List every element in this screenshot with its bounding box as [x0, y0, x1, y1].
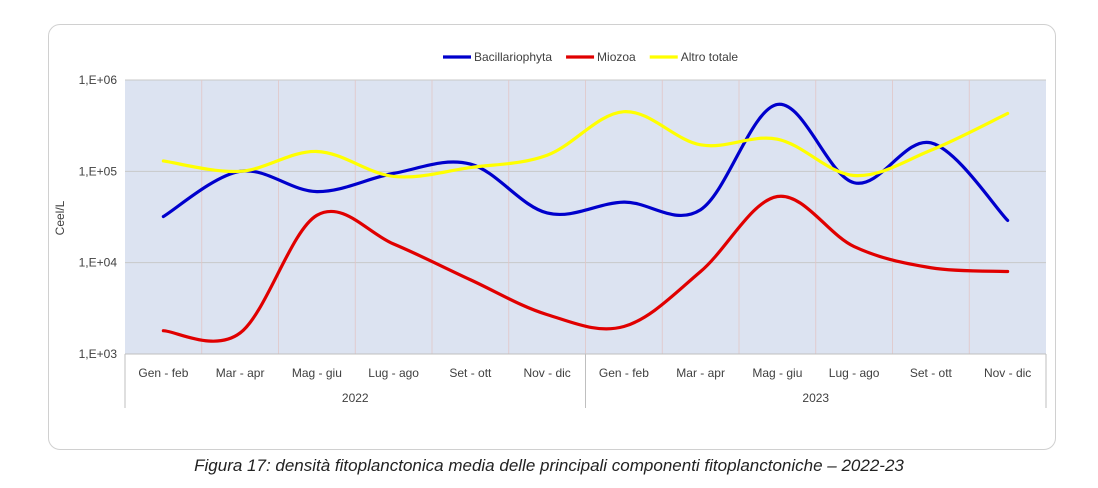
x-tick-label: Lug - ago — [829, 366, 880, 380]
series-line-bacillariophyta — [161, 102, 1010, 223]
x-tick-label: Nov - dic — [523, 366, 570, 380]
line-chart: 1,E+03 1,E+04 1,E+05 1,E+06 Gen - feb Mar - … — [53, 50, 1047, 408]
y-tick-label: 1,E+04 — [79, 256, 118, 270]
y-tick-label: 1,E+06 — [79, 73, 118, 87]
x-tick-label: Lug - ago — [368, 366, 419, 380]
y-tick-label: 1,E+03 — [79, 347, 118, 361]
x-tick-label: Gen - feb — [138, 366, 188, 380]
x-tick-label: Mar - apr — [216, 366, 265, 380]
legend-label: Bacillariophyta — [474, 50, 552, 64]
series-line-altro-totale — [161, 110, 1010, 179]
x-tick-label: Mag - giu — [292, 366, 342, 380]
y-tick-label: 1,E+05 — [79, 164, 118, 178]
x-group-label: 2023 — [802, 391, 829, 405]
x-tick-label: Set - ott — [910, 366, 953, 380]
x-group-label: 2022 — [342, 391, 369, 405]
legend-label: Altro totale — [681, 50, 739, 64]
legend: Bacillariophyta Miozoa Altro totale — [443, 50, 738, 64]
x-tick-label: Mag - giu — [752, 366, 802, 380]
figure-caption: Figura 17: densità fitoplanctonica media… — [194, 456, 904, 475]
legend-label: Miozoa — [597, 50, 636, 64]
x-tick-label: Gen - feb — [599, 366, 649, 380]
y-axis-ticks: 1,E+03 1,E+04 1,E+05 1,E+06 — [79, 73, 118, 361]
x-tick-label: Set - ott — [449, 366, 492, 380]
y-axis-label: Ceel/L — [53, 200, 67, 235]
series-line-miozoa — [161, 194, 1010, 343]
x-tick-label: Nov - dic — [984, 366, 1031, 380]
x-axis: Gen - feb Mar - apr Mag - giu Lug - ago Set … — [124, 353, 1047, 408]
x-tick-label: Mar - apr — [676, 366, 725, 380]
series-lines — [161, 102, 1010, 343]
